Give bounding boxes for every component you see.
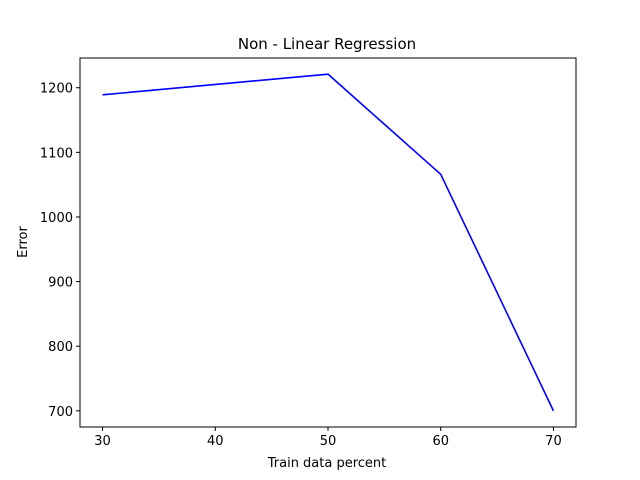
- y-axis-label: Error: [16, 226, 31, 258]
- x-axis-label: Train data percent: [267, 456, 387, 471]
- series-line: [102, 73, 555, 412]
- x-tick-label: 50: [320, 434, 337, 449]
- y-tick-label: 700: [48, 405, 73, 420]
- series-layer: [102, 73, 555, 412]
- x-tick-label: 40: [207, 434, 224, 449]
- y-tick-label: 800: [48, 340, 73, 355]
- y-tick-label: 1000: [40, 211, 73, 226]
- chart-title: Non - Linear Regression: [238, 35, 416, 53]
- y-tick-label: 1200: [40, 82, 73, 97]
- x-tick-label: 70: [545, 434, 562, 449]
- x-tick-label: 60: [432, 434, 449, 449]
- y-tick-label: 1100: [40, 146, 73, 161]
- y-axis: 700 800 900 1000 1100 1200: [40, 82, 80, 420]
- y-tick-label: 900: [48, 276, 73, 291]
- x-axis: 30 40 50 60 70: [94, 427, 562, 449]
- x-tick-label: 30: [94, 434, 111, 449]
